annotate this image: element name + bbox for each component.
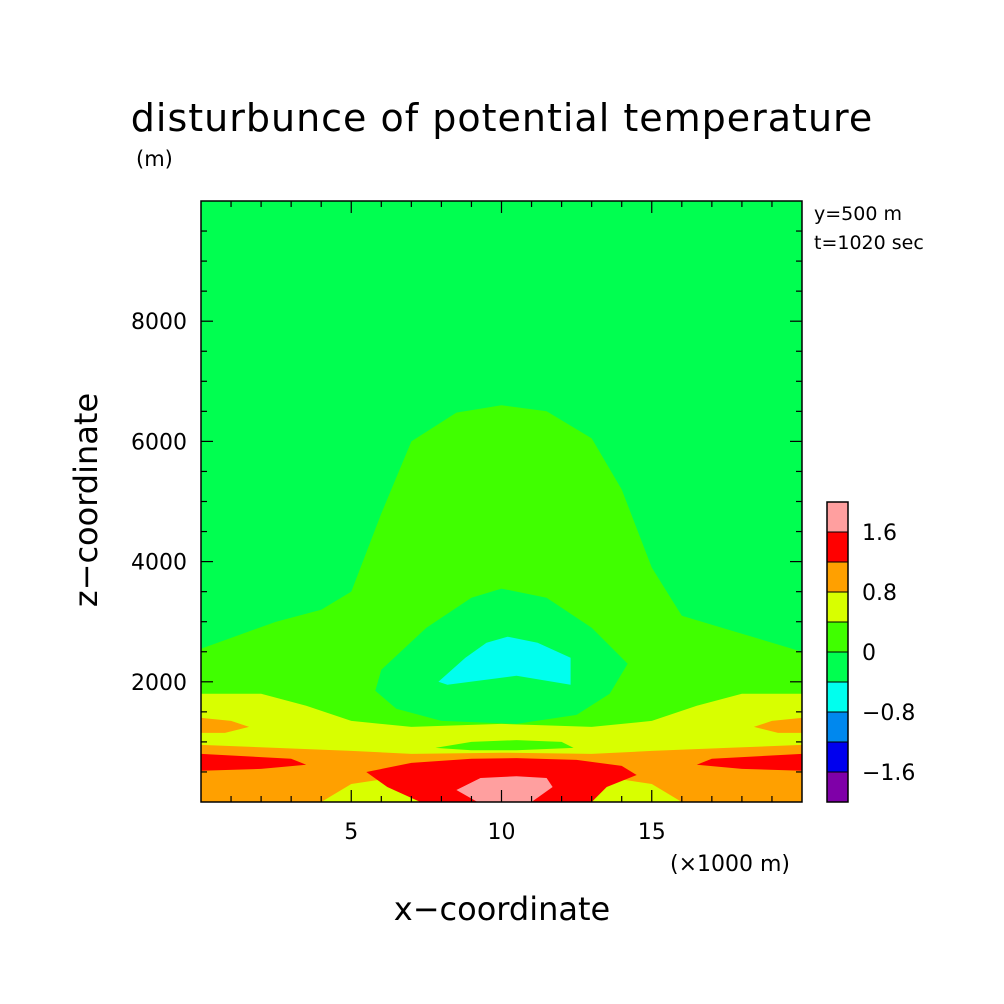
colorbar-swatch (827, 682, 848, 712)
colorbar-swatch (827, 532, 848, 562)
x-unit-label: (×1000 m) (670, 852, 790, 877)
colorbar-label: 0 (862, 641, 876, 666)
annotation-y: y=500 m (814, 203, 902, 225)
chart-title: disturbunce of potential temperature (131, 96, 873, 140)
colorbar-swatch (827, 772, 848, 802)
z-unit-label: (m) (136, 147, 173, 171)
colorbar: −1.6 −0.8 0 0.8 1.6 (826, 501, 915, 803)
colorbar-swatch (827, 502, 848, 532)
y-tick-label-8000: 8000 (131, 310, 187, 335)
annotation-t: t=1020 sec (814, 232, 924, 254)
y-tick-label-4000: 4000 (131, 551, 187, 576)
colorbar-swatch (827, 652, 848, 682)
colorbar-swatch (827, 742, 848, 772)
x-tick-label-15: 15 (638, 820, 666, 845)
plot-area (200, 200, 803, 803)
colorbar-label: −1.6 (862, 761, 915, 786)
region-red-left-strip (201, 753, 307, 771)
region-cold-core (438, 636, 571, 685)
x-axis-label: x−coordinate (394, 890, 610, 928)
region-yellow-inner-ridge (465, 729, 538, 739)
region-pink-core (456, 776, 553, 802)
colorbar-swatch (827, 592, 848, 622)
x-tick-label-10: 10 (488, 820, 516, 845)
region-red-right-strip (696, 753, 802, 771)
x-tick-label-5: 5 (344, 820, 358, 845)
colorbar-swatch (827, 622, 848, 652)
colorbar-label: 1.6 (862, 521, 897, 546)
colorbar-label: −0.8 (862, 701, 915, 726)
colorbar-swatch (827, 712, 848, 742)
y-axis-ticks: 2000 4000 6000 8000 (131, 230, 802, 773)
colorbar-label: 0.8 (862, 581, 897, 606)
x-axis-ticks: 5 10 15 (230, 201, 773, 845)
y-tick-label-6000: 6000 (131, 430, 187, 455)
region-orange-right-lobe (753, 717, 802, 733)
colorbar-swatch (827, 562, 848, 592)
region-green-inner-band (435, 740, 574, 751)
region-orange-left-lobe (201, 717, 250, 733)
y-tick-label-2000: 2000 (131, 671, 187, 696)
y-axis-label: z−coordinate (67, 393, 105, 607)
